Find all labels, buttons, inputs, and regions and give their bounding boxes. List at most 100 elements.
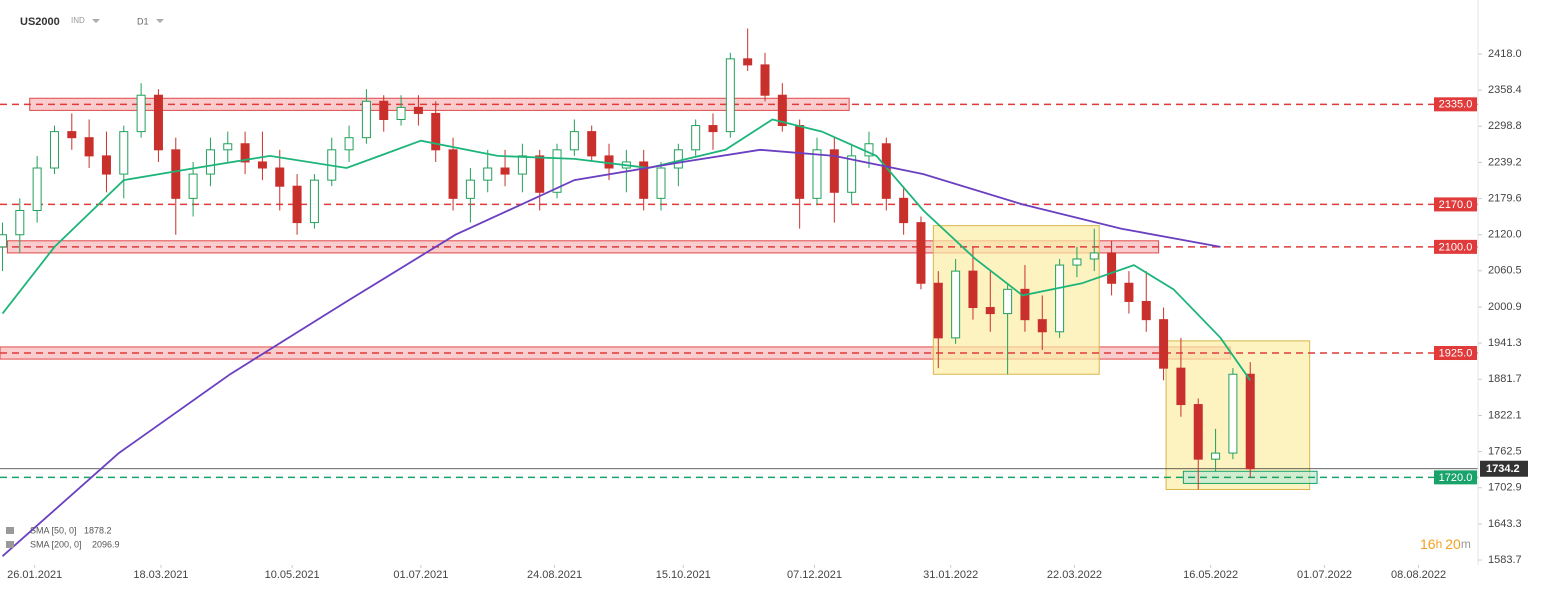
level-label: 1925.0: [1439, 347, 1473, 359]
candle-body: [552, 149, 562, 193]
candle-body: [639, 161, 649, 199]
candle-body: [517, 155, 527, 175]
candle-body: [257, 161, 267, 169]
zone: [932, 225, 1100, 375]
candle-body: [777, 94, 787, 127]
candle-body: [483, 167, 493, 181]
level-label-box: [1434, 239, 1477, 254]
candle-body: [1055, 264, 1065, 333]
candle-body: [535, 155, 545, 193]
candle-body: [691, 125, 701, 151]
level-label: 2335.0: [1439, 99, 1473, 111]
candle-body: [1003, 288, 1013, 315]
candle-body: [725, 58, 735, 133]
candle-body: [1245, 373, 1255, 470]
level-label-box: [1434, 97, 1477, 112]
candle-body: [933, 282, 943, 339]
candle-body: [67, 131, 77, 139]
candle-body: [309, 179, 319, 224]
y-tick-label: 2000.9: [1488, 301, 1522, 313]
candle-body: [119, 131, 129, 175]
level-label: 2170.0: [1439, 199, 1473, 211]
y-tick-label: 1583.7: [1488, 554, 1522, 566]
legend-icon: [6, 527, 14, 534]
dropdown-icon[interactable]: [92, 19, 100, 23]
candle-body: [1159, 319, 1169, 369]
candle-body: [864, 143, 874, 157]
candle-body: [84, 137, 94, 157]
candle-body: [985, 307, 995, 315]
x-tick-label: 01.07.2021: [393, 569, 448, 581]
x-tick-label: 01.07.2022: [1297, 569, 1352, 581]
instrument-type: IND: [71, 16, 85, 25]
candle-body: [1211, 452, 1221, 460]
x-tick-label: 26.01.2021: [7, 569, 62, 581]
interval[interactable]: D1: [137, 16, 149, 26]
candle-body: [32, 167, 42, 211]
candle-body: [1141, 300, 1151, 321]
y-tick-label: 2298.8: [1488, 120, 1522, 132]
x-tick-label: 10.05.2021: [265, 569, 320, 581]
legend-icon: [6, 541, 14, 548]
level-label-box: [1434, 346, 1477, 361]
candle-body: [153, 94, 163, 151]
candle-body: [1020, 288, 1030, 321]
y-tick-label: 1941.3: [1488, 337, 1522, 349]
y-tick-label: 1881.7: [1488, 373, 1522, 385]
x-tick-label: 15.10.2021: [656, 569, 711, 581]
candle-body: [344, 137, 354, 151]
candle-body: [708, 125, 718, 133]
legend-value: 2096.9: [92, 539, 120, 549]
legend-name: SMA [200, 0]: [30, 539, 82, 549]
y-tick-label: 1822.1: [1488, 409, 1522, 421]
candle-body: [396, 106, 406, 120]
candle-body: [292, 185, 302, 224]
y-tick-label: 2239.2: [1488, 156, 1522, 168]
candle-body: [795, 125, 805, 199]
x-tick-label: 22.03.2022: [1047, 569, 1102, 581]
last-price-box: [1480, 460, 1528, 477]
candle-body: [240, 143, 250, 163]
timer: 16h 20m: [1420, 536, 1471, 552]
candle-body: [431, 112, 441, 151]
candle-body: [968, 270, 978, 309]
candle-body: [465, 179, 475, 199]
zone: [1165, 340, 1311, 490]
y-tick-label: 1643.3: [1488, 518, 1522, 530]
y-tick-label: 2358.4: [1488, 84, 1522, 96]
x-tick-label: 16.05.2022: [1183, 569, 1238, 581]
candle-body: [743, 58, 753, 66]
sma-line: [1, 118, 1251, 381]
candle-body: [1037, 319, 1047, 333]
x-tick-label: 31.01.2022: [923, 569, 978, 581]
timer-hours: 16: [1420, 536, 1436, 552]
y-tick-label: 2120.0: [1488, 229, 1522, 241]
y-tick-label: 2418.0: [1488, 48, 1522, 60]
candle-body: [673, 149, 683, 169]
dropdown-icon[interactable]: [156, 19, 164, 23]
y-tick-label: 2179.6: [1488, 192, 1522, 204]
candle-body: [1176, 367, 1186, 406]
timer-unit: h: [1436, 537, 1443, 551]
candle-body: [812, 149, 822, 199]
legend-value: 1878.2: [84, 525, 112, 535]
candle-body: [1124, 282, 1134, 302]
candle-body: [656, 167, 666, 199]
candle-body: [500, 167, 510, 175]
candle-body: [951, 270, 961, 339]
last-price-label: 1734.2: [1486, 463, 1520, 475]
timer-unit: m: [1461, 537, 1471, 551]
level-label: 2100.0: [1439, 241, 1473, 253]
level-label-box: [1434, 197, 1477, 212]
candle-body: [760, 64, 770, 96]
candle-body: [188, 173, 198, 199]
candle-body: [1228, 373, 1238, 454]
candle-body: [0, 234, 7, 248]
x-tick-label: 08.08.2022: [1391, 569, 1446, 581]
symbol[interactable]: US2000: [20, 16, 60, 28]
x-tick-label: 07.12.2021: [787, 569, 842, 581]
candle-body: [587, 131, 597, 157]
level-label: 1720.0: [1439, 472, 1473, 484]
candle-body: [171, 149, 181, 199]
